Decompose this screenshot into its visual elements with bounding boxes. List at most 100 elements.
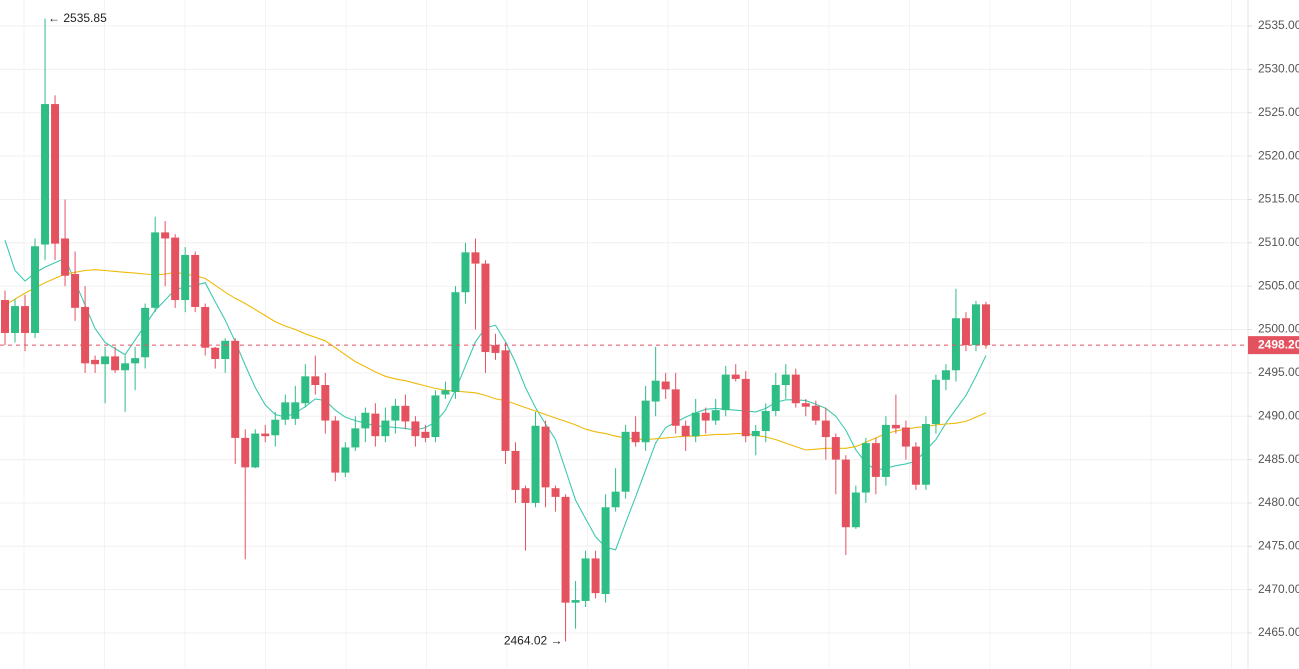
candle-body xyxy=(371,413,380,437)
candle-body xyxy=(281,402,290,420)
candle-body xyxy=(381,420,390,437)
candle-body xyxy=(181,254,190,301)
candle-body xyxy=(101,356,110,365)
candle-body xyxy=(141,307,150,358)
y-tick-label: 2500.00 xyxy=(1258,322,1299,336)
min-annotation: 2464.02 → xyxy=(504,634,563,648)
candle-body xyxy=(31,246,40,333)
candle-body xyxy=(871,443,880,477)
candle-body xyxy=(531,425,540,503)
candle-body xyxy=(941,370,950,380)
candle-body xyxy=(121,363,130,371)
candle-body xyxy=(41,104,50,245)
candle-body xyxy=(251,433,260,468)
candle-body xyxy=(851,492,860,528)
candle-body xyxy=(241,437,250,468)
candle-body xyxy=(641,400,650,443)
y-tick-label: 2490.00 xyxy=(1258,408,1299,422)
candle-body xyxy=(861,443,870,493)
candle-body xyxy=(71,274,80,308)
y-tick-label: 2510.00 xyxy=(1258,235,1299,249)
candle-body xyxy=(611,491,620,508)
candle-body xyxy=(351,428,360,448)
last-price-label: 2498.20 xyxy=(1258,337,1299,351)
y-tick-label: 2475.00 xyxy=(1258,538,1299,552)
candle-body xyxy=(431,395,440,438)
candle-body xyxy=(21,306,30,333)
candle-body xyxy=(461,252,470,293)
candle-body xyxy=(721,374,730,411)
candle-body xyxy=(361,412,370,429)
candle-body xyxy=(441,390,450,395)
candle-body xyxy=(61,238,70,276)
candle-body xyxy=(931,379,940,425)
candle-body xyxy=(571,600,580,603)
y-tick-label: 2485.00 xyxy=(1258,452,1299,466)
candle-body xyxy=(131,358,140,364)
y-tick-label: 2525.00 xyxy=(1258,105,1299,119)
candle-body xyxy=(921,424,930,485)
candle-body xyxy=(911,446,920,485)
candle-body xyxy=(491,345,500,353)
candle-body xyxy=(811,405,820,421)
candle-body xyxy=(521,488,530,503)
y-tick-label: 2530.00 xyxy=(1258,62,1299,76)
candle-body xyxy=(631,431,640,443)
candle-body xyxy=(11,306,20,333)
candle-body xyxy=(501,350,510,451)
candle-body xyxy=(91,359,100,365)
candle-body xyxy=(301,376,310,404)
candle-body xyxy=(561,496,570,603)
last-price-box xyxy=(1248,336,1299,355)
candle-body xyxy=(471,252,480,264)
candle-body xyxy=(411,421,420,437)
candle-body xyxy=(621,431,630,492)
y-tick-label: 2495.00 xyxy=(1258,365,1299,379)
plot: ← 2535.85 2464.02 → xyxy=(0,11,1248,648)
y-axis: 2465.00 2470.00 2475.00 2480.00 2485.00 2490.… xyxy=(1248,18,1299,639)
candle-body xyxy=(961,318,970,346)
candle-body xyxy=(221,340,230,359)
candle-body xyxy=(741,378,750,437)
candle-body xyxy=(451,292,460,392)
candle-body xyxy=(481,263,490,353)
candle-body xyxy=(731,374,740,379)
candle-body xyxy=(331,420,340,473)
candle-body xyxy=(971,304,980,346)
candle-body xyxy=(1,300,9,333)
candle-body xyxy=(341,447,350,473)
candle-body xyxy=(691,412,700,437)
candle-body xyxy=(51,104,60,244)
candle-body xyxy=(761,411,770,431)
candle-body xyxy=(191,254,200,307)
candle-body xyxy=(751,430,760,437)
candle-body xyxy=(891,424,900,429)
candle-body xyxy=(771,385,780,412)
candle-body xyxy=(881,424,890,477)
y-tick-label: 2470.00 xyxy=(1258,582,1299,596)
candle-body xyxy=(781,374,790,386)
y-tick-label: 2480.00 xyxy=(1258,495,1299,509)
candle-body xyxy=(261,433,270,437)
candle-body xyxy=(201,306,210,348)
ma-line xyxy=(4,269,987,451)
candle-body xyxy=(81,306,90,364)
candle-body xyxy=(581,558,590,601)
candle-body xyxy=(171,237,180,301)
candle-body xyxy=(981,304,990,346)
candle-body xyxy=(151,232,160,308)
candle-body xyxy=(711,410,720,421)
candle-body xyxy=(111,356,120,371)
candle-body xyxy=(321,385,330,421)
candle-body xyxy=(291,402,300,419)
candle-body xyxy=(231,340,240,438)
candle-body xyxy=(841,459,850,528)
candle-body xyxy=(791,374,800,404)
candle-body xyxy=(661,381,670,390)
y-tick-label: 2535.00 xyxy=(1258,18,1299,32)
y-tick-label: 2465.00 xyxy=(1258,625,1299,639)
candle-body xyxy=(831,437,840,460)
candle-body xyxy=(511,450,520,490)
candle-body xyxy=(821,420,830,438)
candle-body xyxy=(401,405,410,422)
